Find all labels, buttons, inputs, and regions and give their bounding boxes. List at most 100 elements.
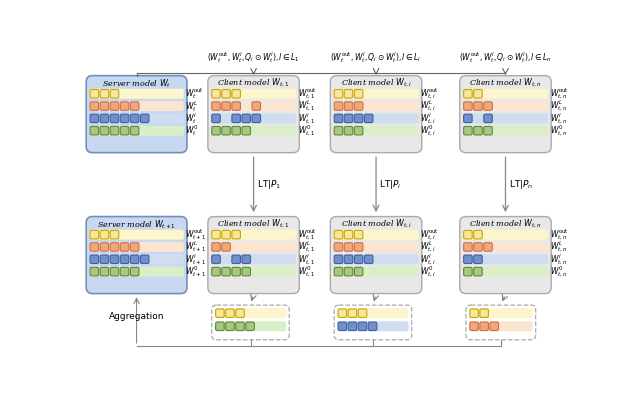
FancyBboxPatch shape (215, 321, 286, 331)
FancyBboxPatch shape (90, 102, 99, 110)
FancyBboxPatch shape (334, 255, 343, 264)
Text: $W_{t+1}^{\mathrm{out}}$: $W_{t+1}^{\mathrm{out}}$ (186, 227, 207, 242)
Text: $W_t^{0}$: $W_t^{0}$ (186, 123, 199, 138)
FancyBboxPatch shape (334, 90, 343, 98)
FancyBboxPatch shape (338, 309, 347, 318)
FancyBboxPatch shape (90, 89, 184, 99)
Text: Client model $W_{t,i}$: Client model $W_{t,i}$ (340, 218, 412, 230)
FancyBboxPatch shape (469, 321, 532, 331)
FancyBboxPatch shape (100, 102, 109, 110)
Text: $W_{t,n}^{\mathrm{out}}$: $W_{t,n}^{\mathrm{out}}$ (550, 227, 568, 242)
FancyBboxPatch shape (463, 243, 472, 251)
Text: $W_{t,1}^{L}$: $W_{t,1}^{L}$ (298, 99, 315, 114)
FancyBboxPatch shape (355, 114, 363, 123)
FancyBboxPatch shape (474, 90, 482, 98)
FancyBboxPatch shape (333, 126, 419, 136)
FancyBboxPatch shape (463, 126, 548, 136)
FancyBboxPatch shape (355, 230, 363, 239)
FancyBboxPatch shape (333, 254, 419, 264)
Text: $W_{t,n}^{l}$: $W_{t,n}^{l}$ (550, 252, 567, 266)
FancyBboxPatch shape (246, 322, 254, 331)
FancyBboxPatch shape (480, 309, 488, 318)
Text: $W_{t,n}^{l}$: $W_{t,n}^{l}$ (550, 111, 567, 126)
FancyBboxPatch shape (484, 102, 492, 110)
FancyBboxPatch shape (90, 230, 99, 239)
FancyBboxPatch shape (226, 322, 234, 331)
FancyBboxPatch shape (90, 101, 184, 111)
FancyBboxPatch shape (344, 102, 353, 110)
FancyBboxPatch shape (333, 266, 419, 277)
Text: $W_{t,n}^{L}$: $W_{t,n}^{L}$ (550, 240, 567, 254)
FancyBboxPatch shape (236, 309, 244, 318)
FancyBboxPatch shape (337, 308, 408, 318)
FancyBboxPatch shape (460, 75, 551, 152)
FancyBboxPatch shape (344, 230, 353, 239)
FancyBboxPatch shape (222, 90, 230, 98)
FancyBboxPatch shape (211, 113, 296, 123)
Text: $(W_t^{\mathrm{out}}, W_t^l, Q_i \odot W_t^l), l \in L_i$: $(W_t^{\mathrm{out}}, W_t^l, Q_i \odot W… (330, 50, 422, 65)
FancyBboxPatch shape (470, 322, 478, 331)
FancyBboxPatch shape (110, 127, 119, 135)
FancyBboxPatch shape (484, 127, 492, 135)
FancyBboxPatch shape (131, 127, 139, 135)
FancyBboxPatch shape (463, 102, 472, 110)
FancyBboxPatch shape (216, 309, 224, 318)
FancyBboxPatch shape (348, 322, 356, 331)
Text: $W_{t,i}^{\mathrm{out}}$: $W_{t,i}^{\mathrm{out}}$ (420, 227, 439, 242)
FancyBboxPatch shape (355, 102, 363, 110)
FancyBboxPatch shape (131, 243, 139, 251)
FancyBboxPatch shape (90, 113, 184, 123)
FancyBboxPatch shape (222, 267, 230, 276)
FancyBboxPatch shape (344, 243, 353, 251)
FancyBboxPatch shape (333, 113, 419, 123)
FancyBboxPatch shape (100, 267, 109, 276)
FancyBboxPatch shape (355, 243, 363, 251)
Text: $(W_t^{\mathrm{out}}, W_t^l, Q_i \odot W_t^l), l \in L_1$: $(W_t^{\mathrm{out}}, W_t^l, Q_i \odot W… (207, 50, 300, 65)
FancyBboxPatch shape (355, 255, 363, 264)
Text: $W_t^{l}$: $W_t^{l}$ (186, 111, 197, 126)
FancyBboxPatch shape (344, 267, 353, 276)
FancyBboxPatch shape (252, 102, 260, 110)
FancyBboxPatch shape (358, 322, 367, 331)
Text: LT|$P_n$: LT|$P_n$ (509, 178, 533, 191)
Text: Aggregation: Aggregation (109, 312, 164, 321)
FancyBboxPatch shape (211, 126, 296, 136)
FancyBboxPatch shape (90, 243, 99, 251)
FancyBboxPatch shape (222, 243, 230, 251)
FancyBboxPatch shape (463, 89, 548, 99)
FancyBboxPatch shape (355, 267, 363, 276)
FancyBboxPatch shape (333, 230, 419, 240)
FancyBboxPatch shape (140, 255, 149, 264)
FancyBboxPatch shape (120, 243, 129, 251)
FancyBboxPatch shape (344, 90, 353, 98)
Text: $W_{t,i}^{L}$: $W_{t,i}^{L}$ (420, 99, 436, 114)
FancyBboxPatch shape (110, 114, 119, 123)
FancyBboxPatch shape (86, 75, 187, 152)
FancyBboxPatch shape (334, 243, 343, 251)
FancyBboxPatch shape (334, 305, 412, 340)
FancyBboxPatch shape (131, 102, 139, 110)
FancyBboxPatch shape (474, 243, 482, 251)
Text: $W_t^{\mathrm{out}}$: $W_t^{\mathrm{out}}$ (186, 86, 204, 101)
FancyBboxPatch shape (100, 243, 109, 251)
FancyBboxPatch shape (474, 230, 482, 239)
FancyBboxPatch shape (364, 114, 373, 123)
FancyBboxPatch shape (463, 267, 472, 276)
FancyBboxPatch shape (90, 267, 99, 276)
Text: $W_{t,i}^{\mathrm{out}}$: $W_{t,i}^{\mathrm{out}}$ (420, 86, 439, 101)
Text: $W_{t,n}^{\mathrm{out}}$: $W_{t,n}^{\mathrm{out}}$ (550, 86, 568, 101)
FancyBboxPatch shape (90, 126, 184, 136)
FancyBboxPatch shape (211, 101, 296, 111)
Text: $W_{t+1}^{l}$: $W_{t+1}^{l}$ (186, 252, 207, 267)
FancyBboxPatch shape (90, 90, 99, 98)
Text: $W_t^{L}$: $W_t^{L}$ (186, 99, 198, 114)
Text: $W_{t+1}^{0}$: $W_{t+1}^{0}$ (186, 264, 207, 279)
FancyBboxPatch shape (368, 322, 377, 331)
FancyBboxPatch shape (120, 102, 129, 110)
FancyBboxPatch shape (460, 217, 551, 294)
FancyBboxPatch shape (212, 102, 220, 110)
FancyBboxPatch shape (110, 267, 119, 276)
FancyBboxPatch shape (131, 114, 139, 123)
FancyBboxPatch shape (100, 90, 109, 98)
Text: $W_{t,i}^{0}$: $W_{t,i}^{0}$ (420, 123, 436, 138)
